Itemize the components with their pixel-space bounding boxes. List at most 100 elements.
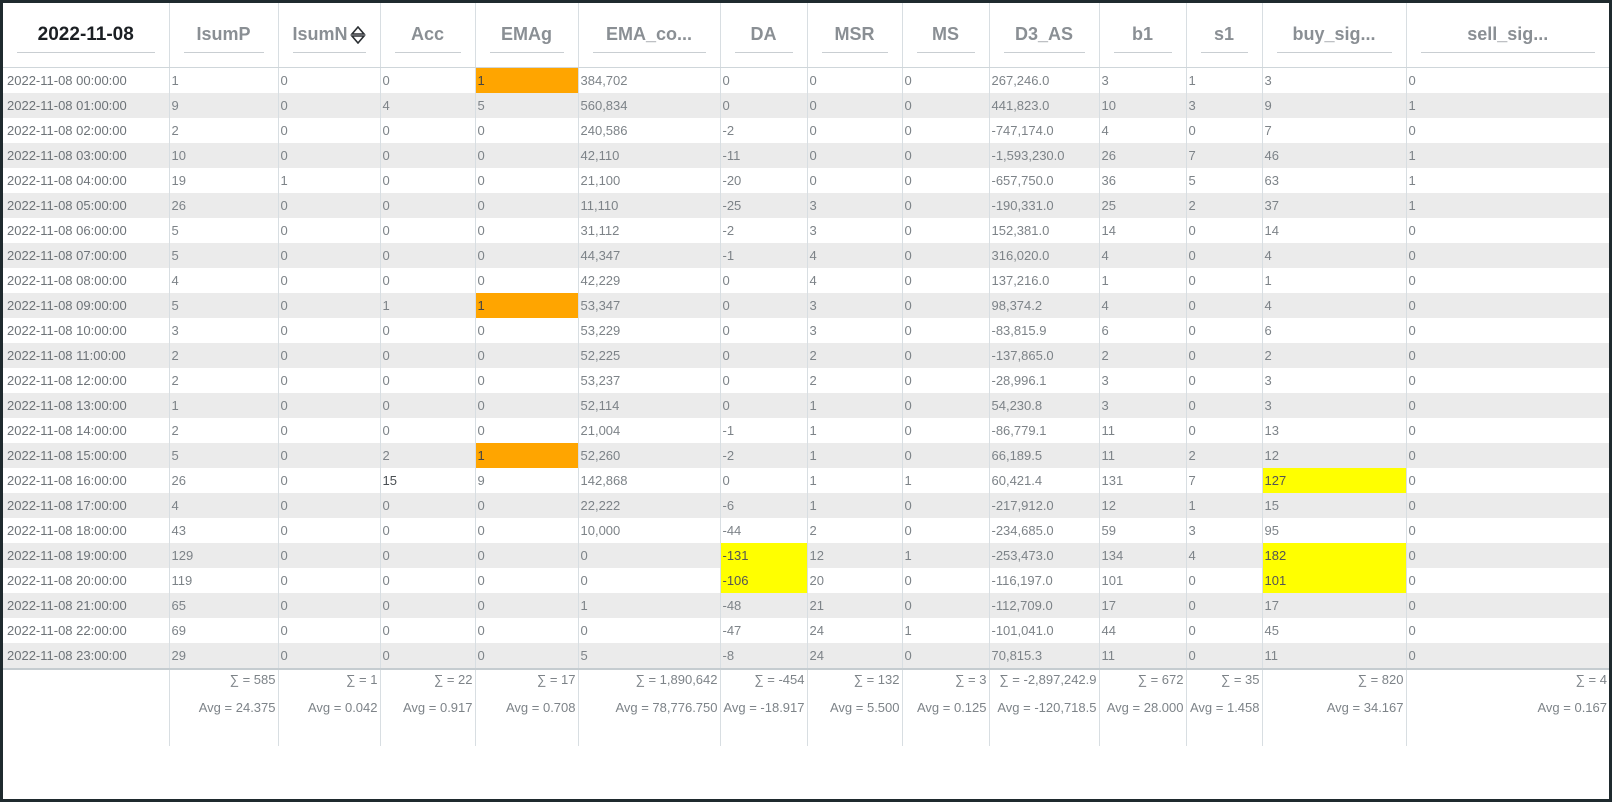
cell-ema-co[interactable]: 5 xyxy=(577,643,720,669)
cell-b1[interactable]: 3 xyxy=(1098,67,1186,93)
column-header-isumn[interactable]: IsumN xyxy=(277,3,380,68)
cell-da[interactable]: -1 xyxy=(719,418,807,443)
cell-da[interactable]: 0 xyxy=(719,67,807,93)
cell-s1[interactable]: 0 xyxy=(1185,418,1262,443)
cell-acc[interactable]: 0 xyxy=(379,318,475,343)
cell-b1[interactable]: 3 xyxy=(1098,368,1186,393)
cell-buy-sig[interactable]: 9 xyxy=(1261,93,1406,118)
timestamp-cell[interactable]: 2022-11-08 15:00:00 xyxy=(3,443,169,468)
timestamp-cell[interactable]: 2022-11-08 13:00:00 xyxy=(3,393,169,418)
cell-isumn[interactable]: 1 xyxy=(277,168,380,193)
cell-d3-as[interactable]: -116,197.0 xyxy=(988,568,1099,593)
timestamp-cell[interactable]: 2022-11-08 07:00:00 xyxy=(3,243,169,268)
cell-isumn[interactable]: 0 xyxy=(277,118,380,143)
cell-b1[interactable]: 12 xyxy=(1098,493,1186,518)
cell-acc[interactable]: 2 xyxy=(379,443,475,468)
cell-msr[interactable]: 0 xyxy=(806,93,902,118)
cell-isump[interactable]: 43 xyxy=(168,518,278,543)
cell-da[interactable]: 0 xyxy=(719,318,807,343)
cell-s1[interactable]: 1 xyxy=(1185,67,1262,93)
cell-isump[interactable]: 2 xyxy=(168,368,278,393)
cell-msr[interactable]: 1 xyxy=(806,493,902,518)
header-input[interactable]: IsumP xyxy=(183,18,264,53)
cell-s1[interactable]: 4 xyxy=(1185,543,1262,568)
cell-msr[interactable]: 2 xyxy=(806,518,902,543)
cell-ms[interactable]: 0 xyxy=(901,118,989,143)
cell-emag[interactable]: 0 xyxy=(474,318,578,343)
header-input[interactable]: 2022-11-08 xyxy=(17,18,155,53)
cell-ema-co[interactable]: 11,110 xyxy=(577,193,720,218)
cell-sell-sig[interactable]: 0 xyxy=(1405,543,1609,568)
cell-emag[interactable]: 0 xyxy=(474,218,578,243)
cell-buy-sig[interactable]: 1 xyxy=(1261,268,1406,293)
cell-emag[interactable]: 0 xyxy=(474,393,578,418)
cell-buy-sig[interactable]: 3 xyxy=(1261,393,1406,418)
cell-acc[interactable]: 0 xyxy=(379,218,475,243)
header-input[interactable]: s1 xyxy=(1200,18,1248,53)
cell-b1[interactable]: 4 xyxy=(1098,118,1186,143)
cell-da[interactable]: 0 xyxy=(719,468,807,493)
cell-d3-as[interactable]: 441,823.0 xyxy=(988,93,1099,118)
table-row[interactable]: 2022-11-08 20:00:00 119 0 0 0 0 -106 20 0 -116,19… xyxy=(3,568,1609,593)
cell-ms[interactable]: 0 xyxy=(901,243,989,268)
cell-msr[interactable]: 0 xyxy=(806,143,902,168)
cell-sell-sig[interactable]: 0 xyxy=(1405,243,1609,268)
column-header-da[interactable]: DA xyxy=(719,3,807,68)
cell-buy-sig[interactable]: 63 xyxy=(1261,168,1406,193)
cell-d3-as[interactable]: -190,331.0 xyxy=(988,193,1099,218)
cell-isumn[interactable]: 0 xyxy=(277,618,380,643)
cell-b1[interactable]: 36 xyxy=(1098,168,1186,193)
cell-s1[interactable]: 0 xyxy=(1185,568,1262,593)
header-input[interactable]: Acc xyxy=(394,18,461,53)
cell-b1[interactable]: 131 xyxy=(1098,468,1186,493)
table-row[interactable]: 2022-11-08 19:00:00 129 0 0 0 0 -131 12 1 -253,47… xyxy=(3,543,1609,568)
cell-emag[interactable]: 0 xyxy=(474,243,578,268)
cell-sell-sig[interactable]: 1 xyxy=(1405,193,1609,218)
cell-b1[interactable]: 10 xyxy=(1098,93,1186,118)
cell-d3-as[interactable]: -747,174.0 xyxy=(988,118,1099,143)
header-input[interactable]: MS xyxy=(916,18,975,53)
cell-s1[interactable]: 5 xyxy=(1185,168,1262,193)
cell-buy-sig[interactable]: 17 xyxy=(1261,593,1406,618)
table-row[interactable]: 2022-11-08 17:00:00 4 0 0 0 22,222 -6 1 0 -217,91… xyxy=(3,493,1609,518)
cell-sell-sig[interactable]: 0 xyxy=(1405,67,1609,93)
cell-ms[interactable]: 0 xyxy=(901,218,989,243)
cell-sell-sig[interactable]: 0 xyxy=(1405,618,1609,643)
column-header-ema-co[interactable]: EMA_co... xyxy=(577,3,720,68)
cell-da[interactable]: -2 xyxy=(719,118,807,143)
cell-da[interactable]: 0 xyxy=(719,293,807,318)
timestamp-cell[interactable]: 2022-11-08 20:00:00 xyxy=(3,568,169,593)
cell-da[interactable]: -6 xyxy=(719,493,807,518)
cell-buy-sig[interactable]: 4 xyxy=(1261,293,1406,318)
cell-sell-sig[interactable]: 0 xyxy=(1405,493,1609,518)
cell-d3-as[interactable]: 267,246.0 xyxy=(988,67,1099,93)
header-input[interactable]: D3_AS xyxy=(1003,18,1085,53)
cell-s1[interactable]: 0 xyxy=(1185,368,1262,393)
cell-da[interactable]: -25 xyxy=(719,193,807,218)
column-header-2022-11-08[interactable]: 2022-11-08 xyxy=(3,3,169,68)
cell-da[interactable]: -8 xyxy=(719,643,807,669)
cell-isump[interactable]: 129 xyxy=(168,543,278,568)
cell-isumn[interactable]: 0 xyxy=(277,93,380,118)
cell-isump[interactable]: 5 xyxy=(168,443,278,468)
timestamp-cell[interactable]: 2022-11-08 08:00:00 xyxy=(3,268,169,293)
cell-sell-sig[interactable]: 0 xyxy=(1405,518,1609,543)
cell-sell-sig[interactable]: 0 xyxy=(1405,568,1609,593)
cell-b1[interactable]: 44 xyxy=(1098,618,1186,643)
cell-ms[interactable]: 0 xyxy=(901,443,989,468)
timestamp-cell[interactable]: 2022-11-08 05:00:00 xyxy=(3,193,169,218)
cell-da[interactable]: 0 xyxy=(719,93,807,118)
cell-da[interactable]: -48 xyxy=(719,593,807,618)
cell-s1[interactable]: 0 xyxy=(1185,293,1262,318)
cell-sell-sig[interactable]: 0 xyxy=(1405,343,1609,368)
cell-acc[interactable]: 4 xyxy=(379,93,475,118)
cell-emag[interactable]: 0 xyxy=(474,268,578,293)
cell-isump[interactable]: 10 xyxy=(168,143,278,168)
cell-sell-sig[interactable]: 0 xyxy=(1405,443,1609,468)
cell-isump[interactable]: 1 xyxy=(168,393,278,418)
timestamp-cell[interactable]: 2022-11-08 17:00:00 xyxy=(3,493,169,518)
cell-msr[interactable]: 21 xyxy=(806,593,902,618)
cell-ema-co[interactable]: 31,112 xyxy=(577,218,720,243)
cell-msr[interactable]: 2 xyxy=(806,343,902,368)
cell-emag[interactable]: 0 xyxy=(474,143,578,168)
